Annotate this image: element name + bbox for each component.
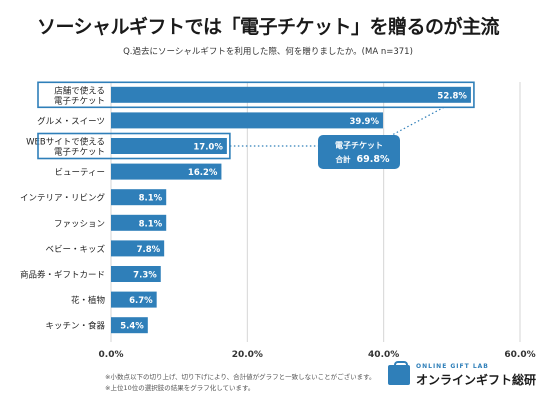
- bar: [111, 163, 222, 180]
- callout-total-value: 69.8%: [357, 154, 390, 165]
- category-label: グルメ・スイーツ: [37, 116, 105, 127]
- x-tick-label: 60.0%: [504, 350, 535, 360]
- bar: [111, 240, 165, 257]
- chart-title: ソーシャルギフトでは「電子チケット」を贈るのが主流: [36, 16, 500, 38]
- category-label: 電子チケット: [54, 96, 105, 106]
- bar: [111, 112, 383, 129]
- footnote-rounding: ※小数点以下の切り上げ、切り下げにより、合計値がグラフと一致しないことがございま…: [105, 373, 376, 381]
- bar: [111, 214, 167, 231]
- bar-value-label: 7.8%: [137, 245, 161, 255]
- x-tick-label: 0.0%: [99, 350, 124, 360]
- bar: [111, 189, 167, 206]
- category-label: インテリア・リビング: [20, 193, 106, 204]
- footnote-top10: ※上位10位の選択肢の結果をグラフ化しています。: [105, 384, 255, 392]
- category-label: 花・植物: [71, 295, 106, 306]
- category-label: ファッション: [54, 219, 105, 229]
- bar: [111, 317, 148, 334]
- logo-name: オンラインギフト総研: [416, 373, 536, 387]
- connector-line: [391, 106, 445, 136]
- bar: [111, 86, 471, 103]
- gift-bag-icon: [388, 361, 410, 385]
- x-tick-label: 20.0%: [232, 350, 263, 360]
- bar: [111, 291, 157, 308]
- bar: [111, 266, 161, 282]
- bar-value-label: 16.2%: [188, 168, 218, 178]
- bar-value-label: 39.9%: [349, 117, 379, 127]
- bar-value-label: 8.1%: [139, 194, 163, 204]
- category-label: 電子チケット: [54, 148, 105, 158]
- bar-value-label: 17.0%: [193, 143, 223, 153]
- bar: [111, 138, 227, 154]
- category-label: キッチン・食器: [45, 321, 105, 332]
- survey-question: Q.過去にソーシャルギフトを利用した際、何を贈りましたか。(MA n=371): [123, 47, 413, 57]
- bar-value-label: 8.1%: [139, 219, 163, 229]
- category-label: 商品券・ギフトカード: [20, 270, 105, 281]
- callout-title: 電子チケット: [335, 140, 383, 150]
- brand-logo: ONLINE GIFT LAB オンラインギフト総研: [388, 361, 536, 389]
- x-tick-label: 40.0%: [368, 350, 399, 360]
- category-label: ベビー・キッズ: [45, 244, 105, 255]
- bar-value-label: 52.8%: [437, 91, 467, 101]
- highlight-box: [37, 81, 475, 109]
- bar-value-label: 5.4%: [120, 322, 144, 332]
- category-label: ビューティー: [55, 168, 106, 178]
- category-label: 店舗で使える: [54, 85, 105, 96]
- bar-value-label: 6.7%: [129, 296, 153, 306]
- bar-value-label: 7.3%: [133, 271, 157, 281]
- callout-bubble: [318, 135, 400, 169]
- logo-tagline: ONLINE GIFT LAB: [416, 363, 489, 370]
- callout-total-label: 合計: [336, 154, 351, 164]
- category-label: WEBサイトで使える: [26, 137, 105, 148]
